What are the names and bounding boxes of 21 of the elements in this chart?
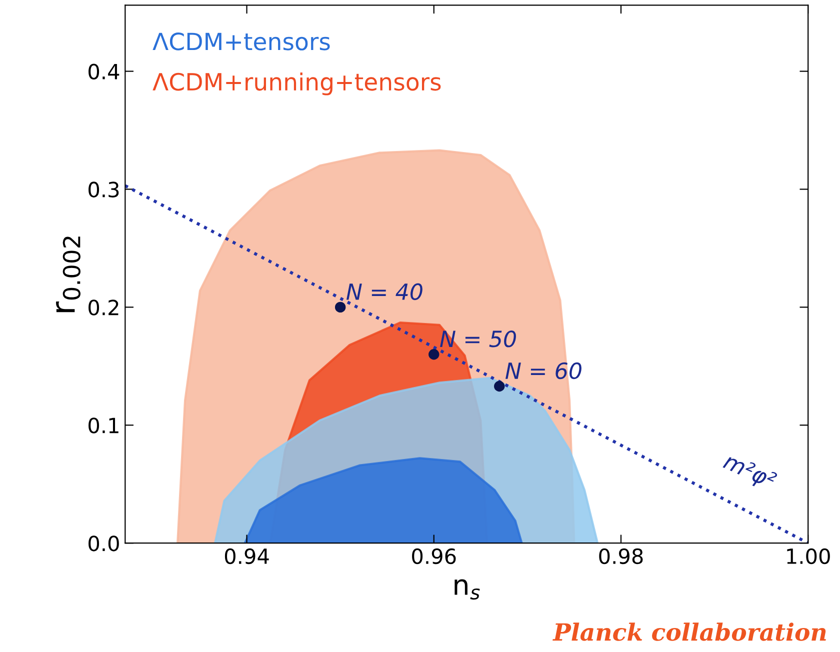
y-tick-label: 0.0 [88,536,119,552]
point [428,349,440,360]
y-tick-label: 0.4 [88,64,120,80]
y-tick-label: 0.2 [88,300,118,316]
x-tick-label: 0.98 [599,548,643,564]
annotation: N = 60 [506,362,582,380]
annotation: N = 40 [346,283,422,300]
x-axis-title: n$_{s}$ [454,579,480,600]
y-tick-label: 0.3 [88,182,119,198]
text: Planck collaboration [552,622,826,641]
point [334,302,346,313]
text: ΛCDM+running+tensors [152,72,441,96]
y-axis-title: r$_{0.002}$ [56,236,80,312]
annotation: N = 50 [440,330,516,348]
point [494,380,505,392]
x-tick-label: 0.94 [224,548,269,564]
x-tick-label: 0.96 [412,548,456,564]
x-tick-label: 1.00 [787,548,830,564]
y-tick-label: 0.1 [88,418,118,434]
text: ΛCDM+tensors [152,32,330,50]
annotation: m²φ² [720,452,778,494]
